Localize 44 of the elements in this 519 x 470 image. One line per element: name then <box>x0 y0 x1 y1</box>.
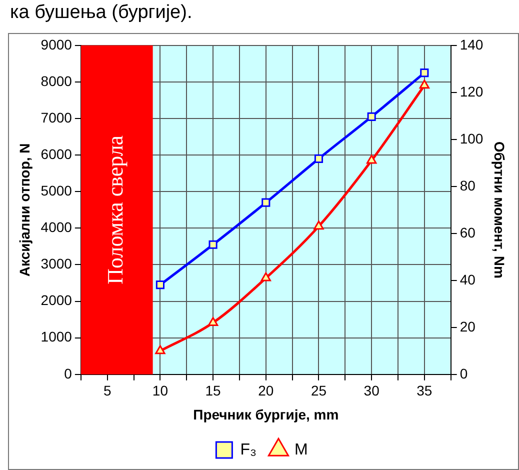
point <box>314 154 324 164</box>
y2-tick-label: 40 <box>460 271 476 288</box>
x-tick-label: 25 <box>310 382 327 399</box>
y2-tick-label: 140 <box>460 36 484 52</box>
point <box>366 154 377 164</box>
point <box>419 80 430 89</box>
y-tick-label: 5000 <box>40 182 72 198</box>
y2-tick-label: 0 <box>460 365 468 382</box>
y2-tick-label: 20 <box>460 318 476 334</box>
x-tick-label: 20 <box>258 382 274 399</box>
x-tick-label: 15 <box>205 382 222 399</box>
legend-label: F₃ <box>240 441 256 458</box>
text: ка бушења (бургије). <box>10 2 192 24</box>
y-tick-label: 1000 <box>40 328 72 345</box>
y-tick-label: 0 <box>64 365 72 382</box>
point <box>262 198 270 207</box>
y2-tick-label: 100 <box>460 130 484 146</box>
x-tick-label: 35 <box>416 382 432 399</box>
y-tick-label: 2000 <box>40 292 72 308</box>
y-tick-label: 6000 <box>40 146 72 162</box>
y2-axis-title: Обртни момент, Nm <box>492 141 508 278</box>
y2-tick-label: 80 <box>460 177 476 194</box>
y-tick-label: 3000 <box>40 256 72 272</box>
point <box>420 68 429 78</box>
band-label: Поломка сверла <box>102 135 128 284</box>
y-axis-title: Аксијални отпор, N <box>16 143 32 277</box>
y-tick-label: 9000 <box>40 36 72 52</box>
x-tick-label: 5 <box>103 382 112 399</box>
point <box>208 240 218 249</box>
point <box>156 280 164 290</box>
y-tick-label: 4000 <box>40 219 72 236</box>
point <box>260 272 271 282</box>
x-tick-label: 10 <box>152 382 168 399</box>
x-axis-title: Пречник бургије, mm <box>193 406 339 422</box>
y-tick-label: 8000 <box>40 72 72 89</box>
point <box>367 112 376 121</box>
y2-tick-label: 120 <box>460 83 484 100</box>
point <box>155 345 166 354</box>
point <box>208 316 218 326</box>
legend-label: M <box>294 441 308 458</box>
point <box>314 220 324 230</box>
y2-tick-label: 60 <box>460 224 476 240</box>
x-tick-label: 30 <box>364 382 380 399</box>
y-tick-label: 7000 <box>40 109 72 126</box>
